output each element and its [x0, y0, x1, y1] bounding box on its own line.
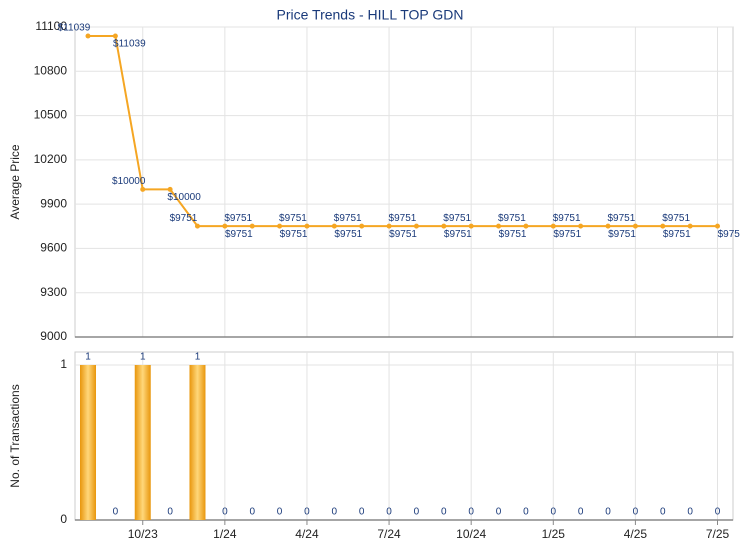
point — [249, 223, 255, 229]
point — [386, 223, 392, 229]
bar-label: 0 — [332, 507, 338, 518]
bar — [80, 365, 96, 520]
y-tick-label: 10800 — [34, 63, 68, 77]
y-tick-label: 10200 — [34, 152, 68, 166]
data-label: $9751 — [334, 229, 362, 240]
point — [523, 223, 529, 229]
point — [167, 186, 173, 192]
data-label: $9751 — [718, 229, 740, 240]
point — [660, 223, 666, 229]
data-label: $9751 — [389, 213, 417, 224]
y-tick-label: 11100 — [35, 19, 67, 33]
point — [468, 223, 474, 229]
point — [304, 223, 310, 229]
data-label: $9751 — [663, 229, 691, 240]
bar — [134, 365, 151, 520]
point — [112, 33, 118, 39]
data-label: $10000 — [167, 192, 201, 203]
point — [222, 223, 228, 229]
x-tick-label: 1/25 — [542, 527, 566, 541]
bar-label: 0 — [113, 507, 119, 518]
data-label: $9751 — [389, 229, 417, 240]
x-tick-label: 4/24 — [295, 527, 319, 541]
y-tick-label: 1 — [60, 357, 67, 371]
x-tick-label: 7/24 — [377, 527, 401, 541]
data-label: $9751 — [662, 213, 690, 224]
y-tick-label: 10500 — [34, 108, 68, 122]
bar-label: 0 — [633, 507, 639, 518]
bar-label: 0 — [277, 507, 283, 518]
data-label: $9751 — [279, 213, 307, 224]
data-label: $10000 — [112, 176, 146, 187]
data-label: $9751 — [499, 229, 527, 240]
bar-label: 0 — [249, 507, 255, 518]
x-tick-label: 10/24 — [456, 527, 486, 541]
data-label: $9751 — [443, 213, 471, 224]
data-label: $9751 — [553, 229, 581, 240]
chart-title: Price Trends - HILL TOP GDN — [277, 7, 464, 23]
bar-label: 0 — [715, 507, 721, 518]
bar-label: 0 — [441, 507, 447, 518]
point — [441, 223, 447, 229]
point — [194, 223, 200, 229]
bar-label: 0 — [660, 507, 666, 518]
y-tick-label: 9600 — [40, 241, 67, 255]
point — [578, 223, 584, 229]
point — [359, 223, 365, 229]
y-axis-label: No. of Transactions — [8, 384, 22, 487]
point — [687, 223, 693, 229]
point — [331, 223, 337, 229]
bar-label: 0 — [523, 507, 529, 518]
data-label: $11039 — [58, 23, 91, 34]
point — [550, 223, 556, 229]
point — [715, 223, 721, 229]
y-tick-label: 9300 — [40, 285, 67, 299]
point — [605, 223, 611, 229]
data-label: $9751 — [280, 229, 308, 240]
data-label: $9751 — [444, 229, 472, 240]
x-tick-label: 1/24 — [213, 527, 237, 541]
point — [496, 223, 502, 229]
y-axis-label: Average Price — [8, 144, 22, 219]
data-label: $9751 — [334, 213, 362, 224]
bar-label: 0 — [304, 507, 310, 518]
bar-label: 0 — [414, 507, 420, 518]
data-label: $9751 — [608, 229, 636, 240]
y-tick-label: 9000 — [40, 329, 67, 343]
bar-label: 0 — [386, 507, 392, 518]
bar-label: 0 — [167, 507, 173, 518]
y-tick-label: 0 — [60, 512, 67, 526]
data-label: $9751 — [225, 229, 253, 240]
bar-label: 1 — [85, 352, 91, 363]
point — [277, 223, 283, 229]
data-label: $9751 — [170, 213, 198, 224]
bar-label: 0 — [551, 507, 557, 518]
data-label: $11039 — [113, 39, 146, 50]
bar — [189, 365, 206, 520]
bar-label: 0 — [578, 507, 584, 518]
data-label: $9751 — [607, 213, 635, 224]
price-line — [88, 35, 718, 228]
bar-label: 0 — [605, 507, 611, 518]
x-tick-label: 7/25 — [706, 527, 730, 541]
point — [413, 223, 419, 229]
point — [140, 186, 146, 192]
bar-label: 0 — [687, 507, 693, 518]
bar-label: 0 — [496, 507, 502, 518]
point — [85, 33, 91, 39]
x-tick-label: 4/25 — [624, 527, 648, 541]
x-tick-label: 10/23 — [128, 527, 158, 541]
point — [632, 223, 638, 229]
data-label: $9751 — [553, 213, 581, 224]
bar-label: 1 — [195, 352, 201, 363]
bar-label: 1 — [140, 352, 146, 363]
bar-label: 0 — [222, 507, 228, 518]
bar-label: 0 — [359, 507, 365, 518]
data-label: $9751 — [224, 213, 252, 224]
y-tick-label: 9900 — [40, 196, 67, 210]
data-label: $9751 — [498, 213, 526, 224]
bar-label: 0 — [468, 507, 474, 518]
